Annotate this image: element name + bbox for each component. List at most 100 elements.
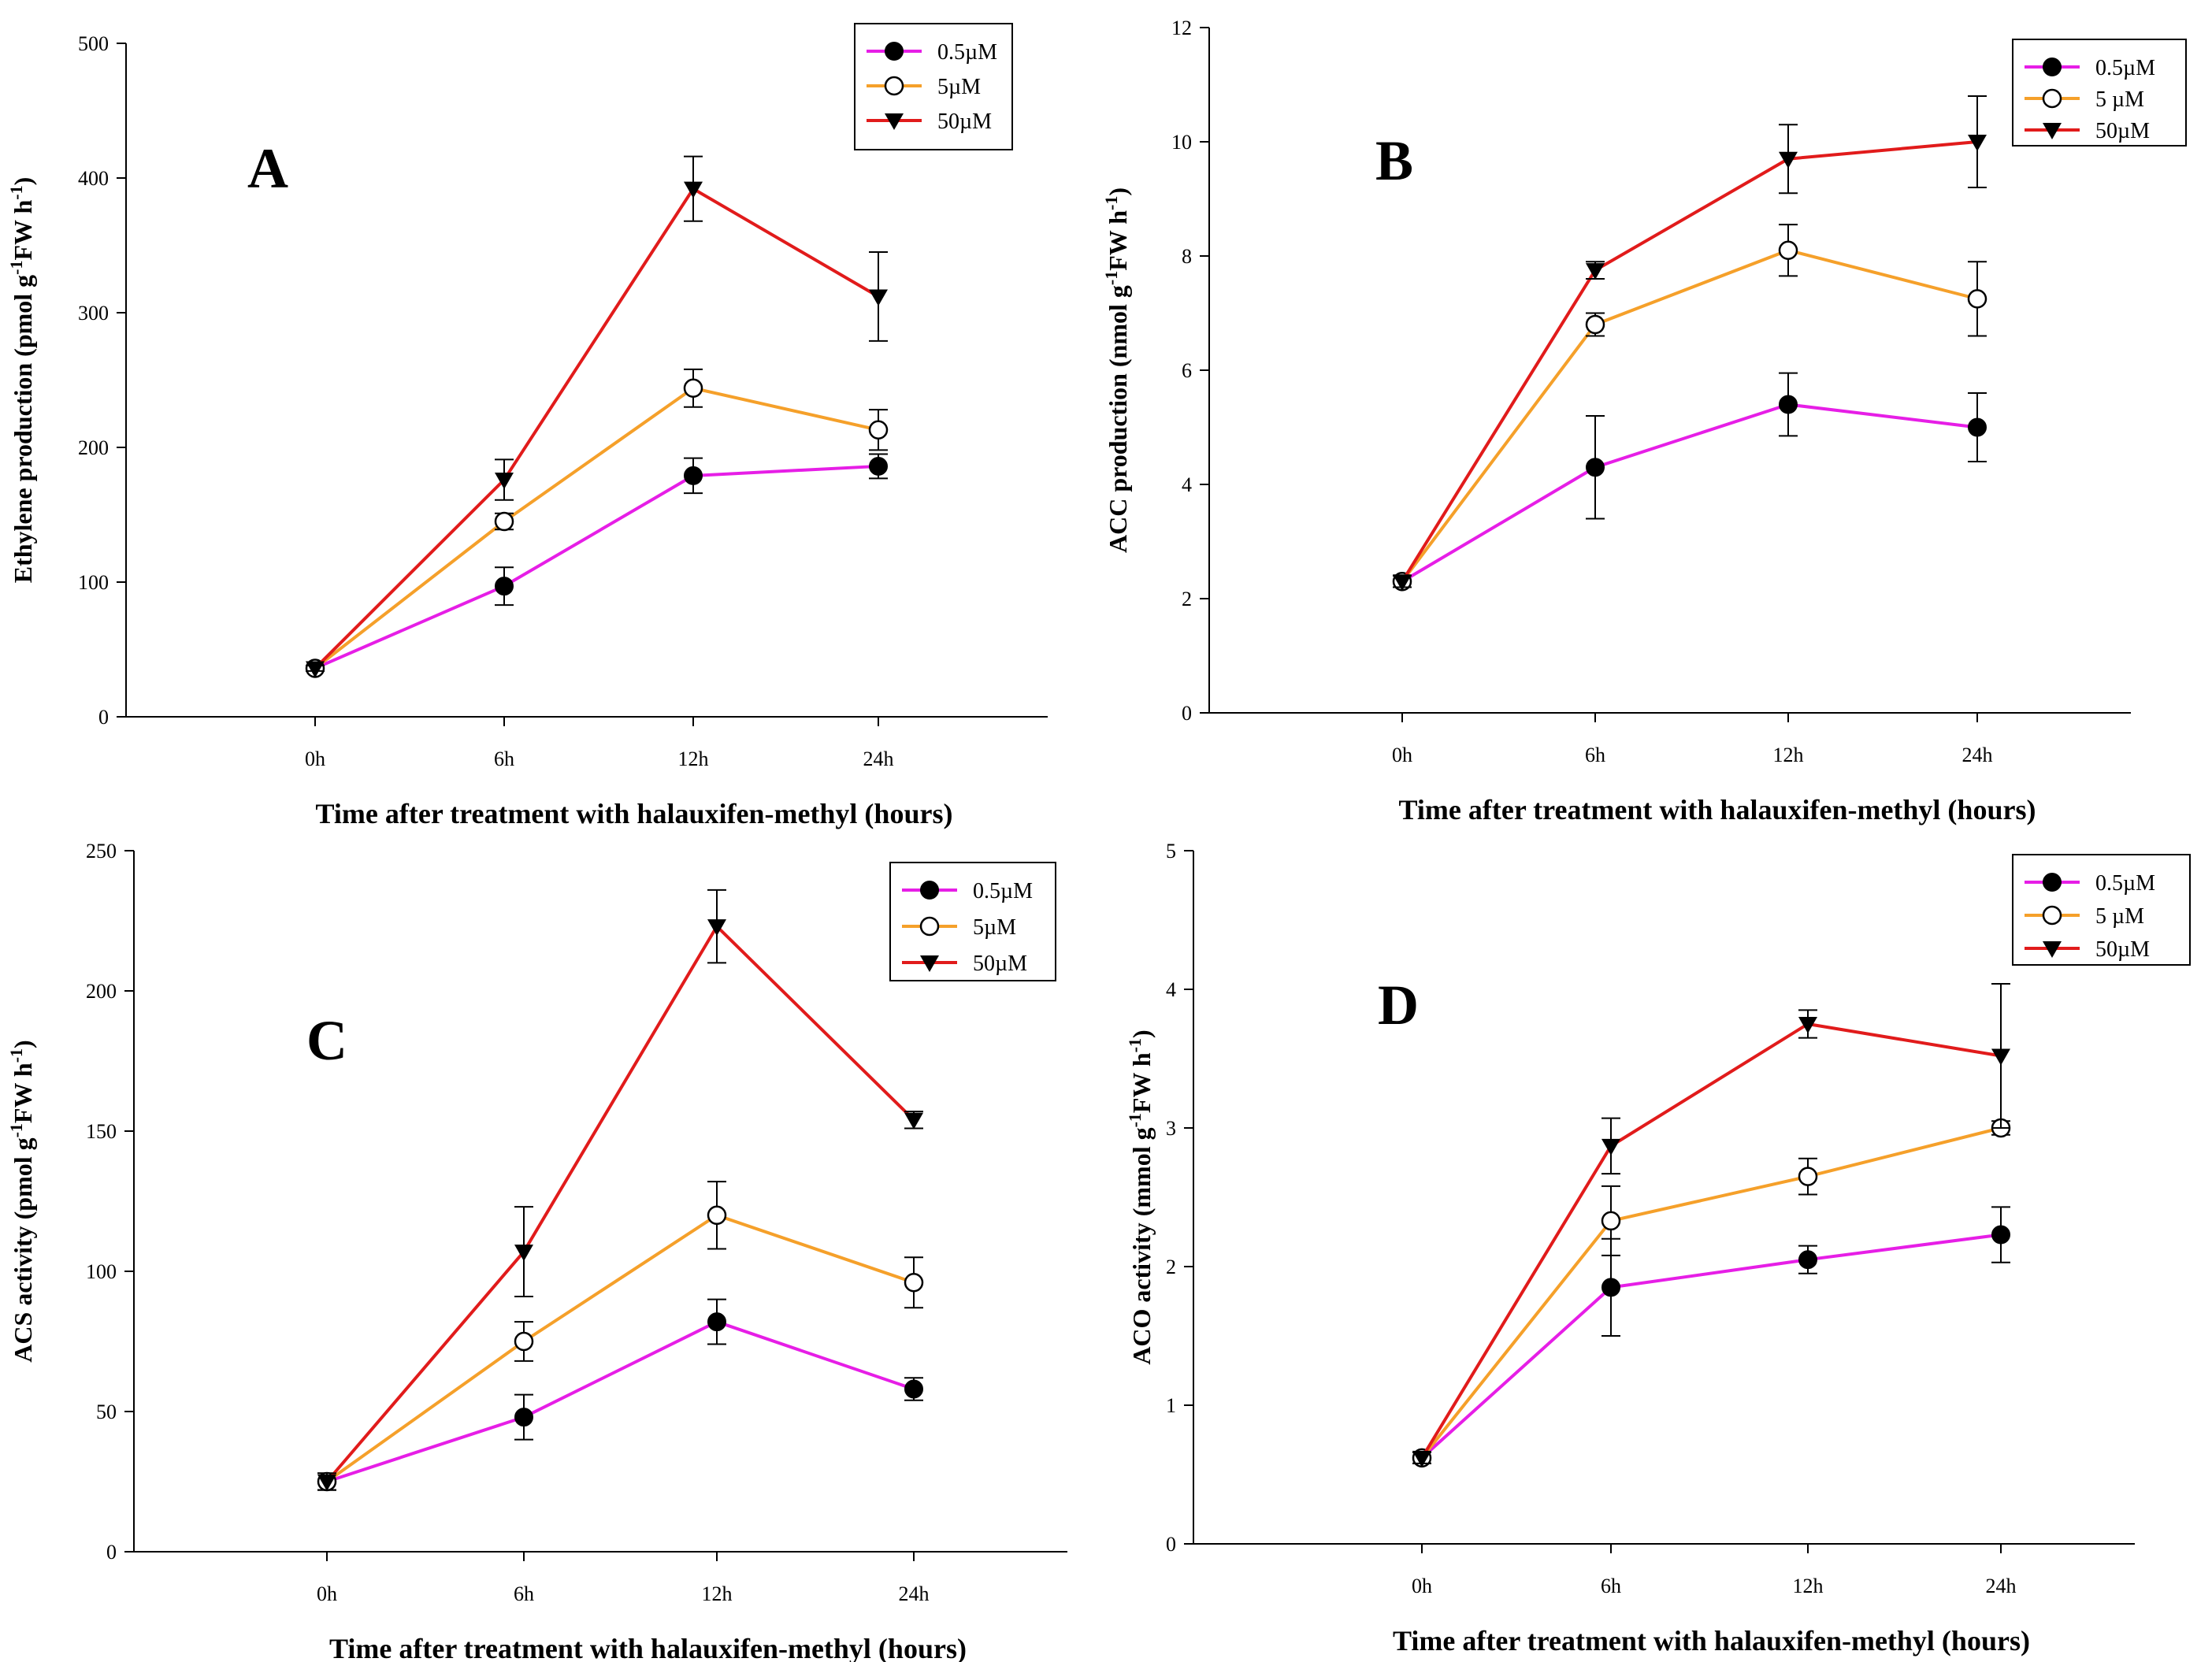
panel-b-data-point [1967, 289, 1987, 309]
panel-c-data-point [514, 1408, 533, 1427]
panel-c-legend-label: 5µM [973, 915, 1016, 940]
panel-b-data-point [1586, 458, 1605, 477]
panel-b-legend: 0.5µM 5 µM 50µM [2012, 39, 2187, 147]
panel-c-ytick-label: 200 [86, 980, 117, 1003]
panel-a-series-line [314, 464, 879, 670]
panel-c-y-title: ACS activity (pmol g-1FW h-1) [6, 1040, 38, 1362]
panel-d-data-point [1991, 1048, 2010, 1066]
panel-d-data-point [1991, 1225, 2010, 1245]
panel-a-legend-label: 5µM [937, 75, 981, 99]
panel-c-ytick-label: 0 [106, 1541, 117, 1564]
panel-c-legend-label: 50µM [973, 952, 1027, 976]
panel-b-data-point [1586, 263, 1605, 280]
panel-a-data-point [684, 466, 703, 485]
panel-c-legend-label: 0.5µM [973, 879, 1033, 903]
panel-c-series-1 [317, 1298, 923, 1491]
panel-d-x-title: Time after treatment with halauxifen-met… [1393, 1625, 2030, 1656]
panel-b-ytick-label: 10 [1171, 131, 1192, 154]
panel-a-data-point [868, 420, 889, 440]
panel-c-ytick-label: 150 [86, 1120, 117, 1143]
panel-b-legend-box [2012, 39, 2187, 147]
panel-d-xtick-label: 6h [1601, 1575, 1621, 1597]
panel-a-legend-label: 0.5µM [937, 40, 997, 65]
panel-b: 0 2 4 6 8 10 12 0h 6h 12h 24h Time after treatment … [1101, 17, 2187, 825]
panel-c-series-3 [317, 889, 923, 1491]
panel-b-ytick-label: 8 [1182, 245, 1192, 268]
panel-b-data-point [1968, 417, 1987, 437]
panel-b-ytick-label: 6 [1182, 359, 1192, 382]
panel-b-xtick-label: 12h [1773, 744, 1804, 766]
panel-c-data-point [904, 1379, 923, 1399]
panel-c-legend-marker [920, 881, 939, 900]
panel-a-label: A [247, 137, 288, 200]
panel-d-series-2 [1412, 1118, 2011, 1468]
panel-d-data-point [1798, 1250, 1817, 1270]
panel-c-series-line [325, 1213, 915, 1483]
panel-d-legend-box [2012, 854, 2191, 966]
panel-b-y-title: ACC production (nmol g-1FW h-1) [1101, 187, 1133, 553]
panel-d-ytick-label: 4 [1166, 978, 1176, 1001]
panel-d-data-point [1412, 1450, 1431, 1467]
panel-a-x-title: Time after treatment with halauxifen-met… [316, 798, 953, 829]
panel-a-ytick-label: 200 [78, 436, 109, 459]
panel-b-legend-marker [2043, 58, 2062, 76]
panel-b-data-point [1585, 314, 1605, 335]
panel-d-ytick-label: 5 [1166, 840, 1176, 863]
panel-c-series-2 [317, 1181, 924, 1492]
panel-a-legend-marker [885, 113, 904, 130]
panel-d-data-point [1601, 1211, 1621, 1231]
panel-a-data-point [495, 473, 514, 490]
panel-c-series-line [326, 1319, 915, 1483]
panel-b-series-1 [1393, 372, 1987, 592]
panel-a-series-line [314, 386, 879, 670]
panel-a-legend: 0.5µM 5µM 50µM [854, 23, 1013, 150]
panel-a-y-title: Ethylene production (pmol g-1FW h-1) [6, 177, 38, 584]
panel-d-y-title: ACO activity (mmol g-1FW h-1) [1125, 1029, 1156, 1364]
panel-c-ytick-label: 100 [86, 1260, 117, 1283]
panel-b-legend-marker [2042, 88, 2062, 109]
panel-b-data-point [1778, 240, 1798, 260]
panel-c-legend-marker [920, 955, 939, 972]
panel-a-xtick-label: 12h [678, 748, 709, 770]
panel-c-xtick-label: 0h [317, 1582, 337, 1605]
panel-a-legend-label: 50µM [937, 109, 992, 134]
panel-a-series-line [314, 186, 880, 670]
panel-d-data-point [1601, 1138, 1620, 1156]
panel-a-data-point [683, 378, 703, 399]
panel-a-ytick-label: 300 [78, 302, 109, 325]
panel-c-data-point [514, 1245, 533, 1262]
panel-c-data-point [904, 1112, 923, 1130]
panel-d-series-line [1420, 1022, 2002, 1459]
panel-b-legend-marker [2043, 123, 2062, 139]
panel-d-label: D [1378, 974, 1419, 1037]
panel-b-legend-label: 5 µM [2095, 87, 2144, 112]
panel-d-ytick-label: 0 [1166, 1533, 1176, 1556]
panel-a-xtick-label: 24h [863, 748, 894, 770]
panel-a-ytick-label: 500 [78, 32, 109, 55]
panel-b-data-point [1779, 151, 1798, 169]
panel-a-series-3 [306, 155, 888, 678]
panel-b-data-point [1968, 135, 1987, 151]
panel-d-xtick-label: 24h [1986, 1575, 2017, 1597]
panel-c-ytick-label: 250 [86, 840, 117, 863]
panel-a-series-1 [306, 453, 888, 678]
panel-d-legend-label: 0.5µM [2095, 871, 2155, 896]
panel-b-ytick-label: 4 [1182, 473, 1192, 496]
panel-c-series-line [325, 923, 915, 1483]
panel-d-legend-label: 50µM [2095, 937, 2150, 962]
panel-d-ytick-label: 2 [1166, 1256, 1176, 1278]
panel-d: 0 1 2 3 4 5 0h 6h 12h 24h Time after treatment wit… [1125, 840, 2191, 1656]
panel-c-legend-marker [919, 916, 940, 937]
panel-c-xtick-label: 24h [899, 1582, 930, 1605]
panel-b-series-line [1401, 248, 1978, 583]
panel-c-label: C [306, 1009, 347, 1072]
panel-a-xtick-label: 6h [494, 748, 514, 770]
panel-b-ytick-label: 0 [1182, 702, 1192, 725]
panel-a: 0 100 200 300 400 500 0h 6h 12h 24h Time after tre… [6, 23, 1048, 829]
panel-b-series-line [1401, 403, 1978, 583]
panel-a-data-point [684, 181, 703, 198]
panel-d-data-point [1798, 1017, 1817, 1033]
panel-c-ytick-label: 50 [96, 1400, 117, 1423]
panel-b-label: B [1375, 129, 1413, 192]
panel-c-legend: 0.5µM 5µM 50µM [889, 862, 1056, 981]
